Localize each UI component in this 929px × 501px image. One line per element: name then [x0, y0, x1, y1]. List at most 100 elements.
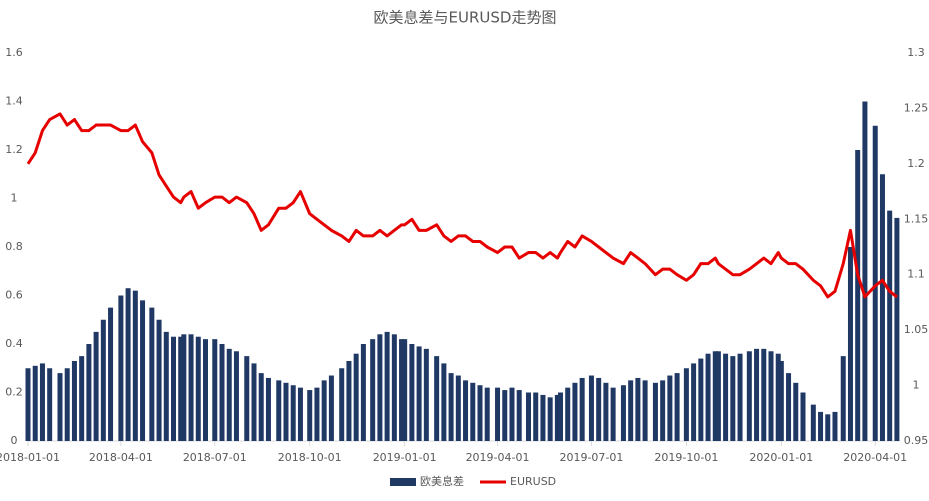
bar	[495, 387, 501, 441]
y-tick-label: 0.6	[5, 289, 23, 302]
bar	[416, 346, 422, 441]
y2-tick-label: 1.25	[904, 101, 929, 114]
bar	[251, 363, 257, 441]
legend-label: EURUSD	[510, 475, 556, 488]
bar	[384, 331, 390, 441]
bar	[202, 339, 208, 441]
bar	[149, 307, 155, 441]
bar	[516, 390, 522, 441]
x-tick-label: 2019-04-01	[466, 451, 530, 464]
bar	[219, 344, 225, 441]
bar	[276, 380, 282, 441]
bar	[525, 392, 531, 441]
y2-tick-label: 1.05	[904, 323, 929, 336]
bar	[118, 295, 124, 441]
y-tick-label: 0.8	[5, 240, 23, 253]
y-tick-label: 1.6	[5, 46, 23, 59]
y-tick-label: 0.4	[5, 337, 23, 350]
bar	[346, 360, 352, 441]
y2-tick-label: 1.1	[907, 268, 925, 281]
bar	[283, 382, 289, 441]
bar	[370, 339, 376, 441]
bar	[547, 397, 553, 441]
bar	[705, 353, 711, 441]
bar	[660, 380, 666, 441]
bar	[484, 387, 490, 441]
bar	[25, 368, 31, 441]
x-tick-label: 2018-10-01	[278, 451, 342, 464]
bar	[635, 377, 641, 441]
bar	[533, 392, 539, 441]
bar	[786, 373, 792, 441]
bar	[79, 356, 85, 441]
bar	[93, 331, 99, 441]
y2-tick-label: 1.2	[907, 157, 925, 170]
x-tick-label: 2019-01-01	[373, 451, 437, 464]
bar	[847, 247, 853, 441]
bar	[793, 382, 799, 441]
bar	[188, 334, 194, 441]
bar	[360, 344, 366, 441]
x-tick-label: 2019-10-01	[654, 451, 718, 464]
legend-label: 欧美息差	[420, 474, 464, 488]
x-tick-label: 2018-04-01	[89, 451, 153, 464]
bar	[620, 385, 626, 441]
bar	[723, 353, 729, 441]
bar	[463, 380, 469, 441]
x-tick-label: 2019-07-01	[559, 451, 623, 464]
bar	[540, 394, 546, 441]
y-tick-label: 0.2	[5, 386, 23, 399]
bar	[652, 382, 658, 441]
bar	[132, 290, 138, 441]
bar	[477, 385, 483, 441]
bar	[328, 375, 334, 441]
x-tick-label: 2020-04-01	[843, 451, 907, 464]
bar	[565, 387, 571, 441]
bar	[825, 414, 831, 441]
bar	[226, 348, 232, 441]
bar	[171, 336, 177, 441]
bar	[377, 334, 383, 441]
bar	[628, 380, 634, 441]
y2-tick-label: 1.15	[904, 212, 929, 225]
x-tick-label: 2018-01-01	[0, 451, 60, 464]
bar	[894, 217, 900, 441]
bar	[140, 300, 146, 441]
bar	[181, 334, 187, 441]
bar	[32, 365, 38, 441]
bar	[86, 344, 92, 441]
bar	[683, 368, 689, 441]
bar	[737, 353, 743, 441]
bar	[879, 174, 885, 441]
bar	[674, 373, 680, 441]
bar	[195, 336, 201, 441]
bar	[730, 356, 736, 441]
bar	[667, 375, 673, 441]
bar	[64, 368, 70, 441]
bar	[455, 375, 461, 441]
bar	[265, 377, 271, 441]
bar	[244, 356, 250, 441]
bar	[855, 150, 861, 441]
bar	[290, 385, 296, 441]
bar	[470, 382, 476, 441]
bar	[572, 382, 578, 441]
bar	[178, 336, 184, 441]
bar	[810, 404, 816, 441]
bar	[509, 387, 515, 441]
y2-tick-label: 1.3	[907, 46, 925, 59]
bar	[71, 360, 77, 441]
y2-tick-label: 1	[913, 379, 920, 392]
bar	[402, 339, 408, 441]
bar	[588, 375, 594, 441]
bar	[47, 368, 53, 441]
y-tick-label: 1.2	[5, 143, 23, 156]
y2-tick-label: 0.95	[904, 434, 929, 447]
bar	[715, 351, 721, 441]
bar	[125, 288, 131, 441]
bar	[691, 363, 697, 441]
bar	[603, 382, 609, 441]
bar	[768, 351, 774, 441]
bar	[409, 344, 415, 441]
